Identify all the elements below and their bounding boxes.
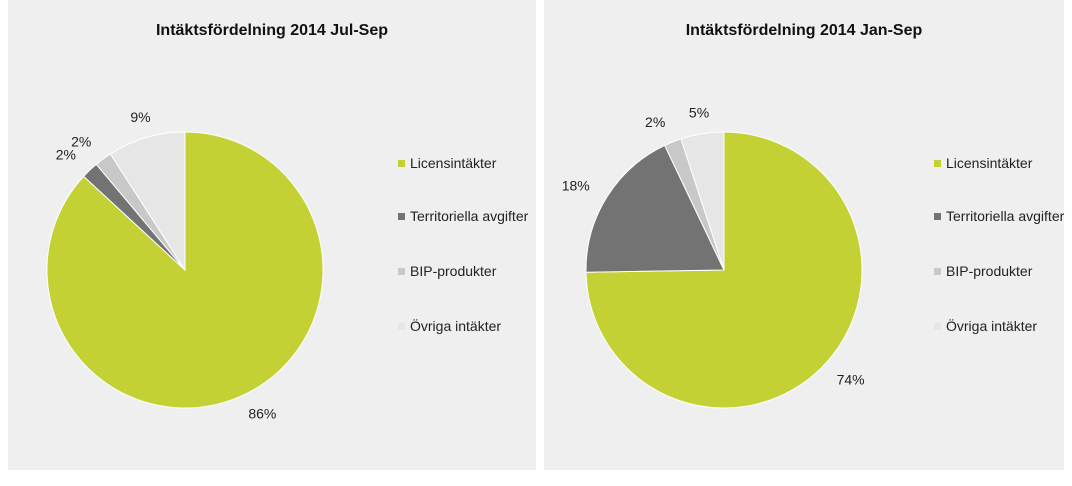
chart-panel: Intäktsfördelning 2014 Jul-Sep 86% 2% 2% 9% L… bbox=[8, 0, 536, 470]
legend-swatch bbox=[934, 160, 941, 167]
data-label: 2% bbox=[56, 146, 76, 162]
pie-slice bbox=[585, 144, 725, 273]
legend-item: Territoriella avgifter bbox=[934, 208, 1072, 225]
legend-label: BIP-produkter bbox=[410, 263, 497, 279]
legend-label: Territoriella avgifter bbox=[946, 208, 1065, 224]
pie-slice bbox=[585, 131, 863, 409]
pie-slice bbox=[109, 131, 186, 272]
pie-area: 74% 18% 2% 5% bbox=[562, 105, 865, 409]
legend-item: Övriga intäkter bbox=[934, 318, 1072, 335]
legend-label: Övriga intäkter bbox=[410, 318, 502, 334]
data-label: 86% bbox=[248, 405, 276, 421]
legend-item: BIP-produkter bbox=[934, 263, 1072, 280]
legend-label: Övriga intäkter bbox=[946, 318, 1038, 334]
data-label: 9% bbox=[130, 109, 150, 125]
legend-item: Licensintäkter bbox=[934, 155, 1072, 172]
legend-item: Övriga intäkter bbox=[398, 318, 540, 335]
legend-label: Licensintäkter bbox=[946, 155, 1033, 171]
legend-label: BIP-produkter bbox=[946, 263, 1033, 279]
data-label: 5% bbox=[689, 105, 709, 121]
data-label: 74% bbox=[837, 372, 865, 388]
data-label: 18% bbox=[562, 177, 590, 193]
chart-title: Intäktsfördelning 2014 Jan-Sep bbox=[685, 22, 923, 39]
data-label: 2% bbox=[645, 114, 665, 130]
chart-panel: Intäktsfördelning 2014 Jan-Sep 74% 18% 2% 5%… bbox=[544, 0, 1064, 470]
legend-label: Licensintäkter bbox=[410, 155, 497, 171]
legend-swatch bbox=[398, 268, 405, 275]
legend-swatch bbox=[934, 213, 941, 220]
pie-slice bbox=[680, 131, 725, 271]
legend-item: Territoriella avgifter bbox=[398, 208, 540, 225]
chart-title: Intäktsfördelning 2014 Jul-Sep bbox=[155, 22, 389, 39]
pie-area: 86% 2%2% 9% bbox=[46, 109, 324, 421]
legend-swatch bbox=[398, 160, 405, 167]
legend-item: Licensintäkter bbox=[398, 155, 540, 172]
legend-swatch bbox=[934, 323, 941, 330]
legend-label: Territoriella avgifter bbox=[410, 208, 529, 224]
legend-swatch bbox=[934, 268, 941, 275]
legend-item: BIP-produkter bbox=[398, 263, 540, 280]
legend-swatch bbox=[398, 323, 405, 330]
legend-swatch bbox=[398, 213, 405, 220]
data-label: 2% bbox=[71, 133, 91, 149]
